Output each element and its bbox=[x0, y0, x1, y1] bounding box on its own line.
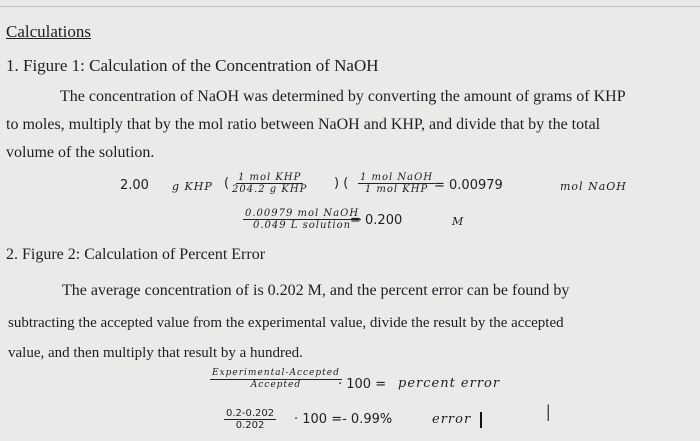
percent-error-formula-result: percent error bbox=[398, 376, 501, 391]
eq1-unit: g KHP bbox=[172, 180, 213, 193]
percent-error-formula-mid: · 100 = bbox=[338, 377, 387, 392]
denominator: 0.202 bbox=[235, 420, 265, 431]
denominator: 204.2 g KHP bbox=[232, 184, 308, 195]
percent-error-calc-mid: · 100 =- 0.99% bbox=[294, 412, 393, 427]
eq1-fraction-2: 1 mol NaOH 1 mol KHP bbox=[358, 172, 436, 195]
heading: Calculations bbox=[6, 22, 91, 41]
figure1-title: 1. Figure 1: Calculation of the Concentr… bbox=[6, 56, 379, 75]
figure2-para-line: value, and then multiply that result by … bbox=[8, 345, 303, 361]
numerator: 1 mol NaOH bbox=[358, 172, 436, 184]
eq1-result-unit: mol NaOH bbox=[560, 180, 627, 193]
figure2-title: 2. Figure 2: Calculation of Percent Erro… bbox=[6, 246, 266, 263]
figure1-para-line: volume of the solution. bbox=[6, 144, 155, 161]
paren: ) ( bbox=[334, 176, 349, 191]
paren: ( bbox=[224, 176, 230, 191]
percent-error-calc-fraction: 0.2-0.202 0.202 bbox=[224, 408, 277, 431]
figure2-para-line: The average concentration of is 0.202 M,… bbox=[62, 282, 570, 299]
figure1-para-line: to moles, multiply that by the mol ratio… bbox=[6, 116, 601, 133]
top-border bbox=[0, 6, 700, 7]
eq2-fraction: 0.00979 mol NaOH 0.049 L solution bbox=[243, 208, 362, 231]
eq1-result: = 0.00979 bbox=[434, 178, 503, 193]
figure1-para-line: The concentration of NaOH was determined… bbox=[60, 88, 626, 105]
eq1-fraction-1: 1 mol KHP 204.2 g KHP bbox=[232, 172, 307, 195]
denominator: 0.049 L solution bbox=[252, 220, 352, 231]
numerator: 0.00979 mol NaOH bbox=[243, 208, 362, 220]
eq1-lead: 2.00 bbox=[120, 178, 149, 193]
numerator: 1 mol KHP bbox=[235, 172, 304, 184]
numerator: 0.2-0.202 bbox=[224, 408, 277, 420]
text-cursor-icon: I bbox=[545, 402, 552, 427]
text-caret bbox=[480, 412, 482, 428]
eq2-result: = 0.200 bbox=[350, 213, 403, 228]
figure2-para-line: subtracting the accepted value from the … bbox=[8, 315, 564, 331]
numerator: Experimental-Accepted bbox=[210, 368, 342, 380]
denominator: Accepted bbox=[250, 380, 302, 390]
eq2-unit: M bbox=[452, 215, 465, 228]
percent-error-calc-result: error bbox=[432, 412, 472, 427]
denominator: 1 mol KHP bbox=[364, 184, 429, 195]
percent-error-formula-fraction: Experimental-Accepted Accepted bbox=[210, 368, 342, 391]
